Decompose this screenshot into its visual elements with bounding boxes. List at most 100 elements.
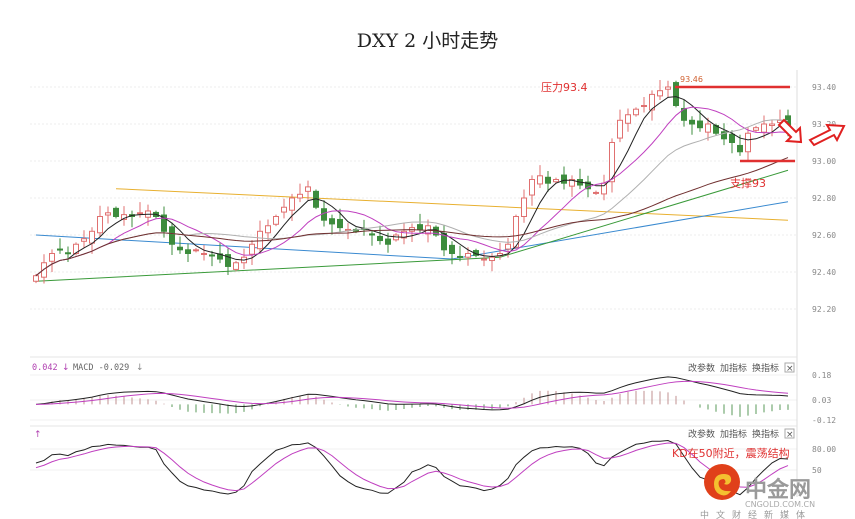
- candle: [33, 275, 39, 282]
- candle: [233, 262, 239, 270]
- macd-buttons: 改参数 加指标 换指标 ×: [688, 362, 795, 374]
- candle: [297, 193, 303, 199]
- candle: [529, 179, 535, 196]
- candle: [401, 230, 407, 239]
- candle: [593, 191, 599, 194]
- add-indicator-button[interactable]: 加指标: [720, 428, 747, 440]
- cngold-watermark: 中金网 CNGOLD.COM.CN 中文财经新媒体: [700, 464, 815, 519]
- macd-tick-label: 0.18: [812, 371, 831, 380]
- y-axis: 93.40 93.20 93.00 92.80 92.60 92.40 92.20 0.18 0…: [812, 83, 836, 475]
- candle: [753, 127, 759, 131]
- kd-annotation: KD在50附近，震荡结构: [672, 446, 790, 460]
- candle: [169, 226, 175, 245]
- candle: [569, 179, 575, 187]
- resistance-label: 压力93.4: [541, 81, 588, 94]
- candle: [513, 216, 519, 248]
- candle: [201, 253, 207, 255]
- candle: [209, 254, 215, 257]
- kd-tick-label: 80.00: [812, 445, 836, 454]
- candle: [697, 120, 703, 129]
- close-button[interactable]: [784, 362, 795, 373]
- kd-k-line: [35, 440, 789, 496]
- macd-tick-label: 0.03: [812, 396, 831, 405]
- y-tick-label: 92.20: [812, 305, 836, 314]
- candle: [761, 123, 767, 133]
- candle: [553, 179, 559, 183]
- candle: [737, 144, 743, 153]
- candle: [281, 206, 287, 213]
- candle: [113, 207, 119, 218]
- ma-line: [35, 157, 789, 277]
- candle: [489, 256, 495, 262]
- candle: [41, 262, 47, 278]
- moving-averages: [35, 96, 789, 277]
- candle: [633, 108, 639, 116]
- candle: [769, 123, 775, 126]
- arrow-up-right-icon: [808, 123, 846, 147]
- add-indicator-button[interactable]: 加指标: [720, 362, 747, 374]
- kd-panel: [35, 440, 789, 496]
- candle: [337, 218, 343, 229]
- candles: [33, 79, 791, 284]
- candle: [73, 243, 79, 254]
- candle: [585, 181, 591, 190]
- candle: [665, 86, 671, 90]
- candle: [545, 176, 551, 184]
- edit-params-button[interactable]: 改参数: [688, 362, 715, 374]
- arrow-down-right-icon: [777, 118, 803, 144]
- kd-tick-label: 50: [812, 466, 822, 475]
- candle: [417, 224, 423, 230]
- edit-params-button[interactable]: 改参数: [688, 428, 715, 440]
- high-label: 93.46: [680, 75, 703, 84]
- arrow-down-icon: ↓: [136, 363, 144, 373]
- arrow-up-icon: ↑: [34, 430, 42, 440]
- macd-tick-label: -0.12: [812, 416, 836, 425]
- y-tick-label: 92.60: [812, 231, 836, 240]
- candle: [641, 105, 647, 107]
- candle: [481, 258, 487, 261]
- swap-indicator-button[interactable]: 换指标: [752, 428, 779, 440]
- y-tick-label: 93.20: [812, 120, 836, 129]
- close-icon[interactable]: ×: [786, 364, 794, 374]
- close-icon[interactable]: ×: [786, 430, 794, 440]
- support-label: 支撑93: [730, 176, 766, 190]
- candle: [681, 107, 687, 121]
- candle: [449, 244, 455, 255]
- y-tick-label: 93.40: [812, 83, 836, 92]
- candle: [369, 233, 375, 236]
- candle: [377, 235, 383, 242]
- candle: [249, 243, 255, 255]
- candle: [57, 248, 63, 251]
- candle: [161, 214, 167, 232]
- candle: [225, 254, 231, 267]
- candle: [521, 197, 527, 217]
- candle: [257, 230, 263, 250]
- chart-title: DXY 2 小时走势: [356, 30, 499, 52]
- candle: [657, 90, 663, 97]
- candle: [609, 142, 615, 183]
- candle: [97, 216, 103, 234]
- long-ma-line: [115, 188, 789, 221]
- swap-indicator-button[interactable]: 换指标: [752, 362, 779, 374]
- candle: [689, 119, 695, 125]
- close-button[interactable]: [784, 428, 795, 439]
- candle: [729, 133, 735, 144]
- candle: [65, 252, 71, 255]
- macd-dea-line: [35, 380, 789, 409]
- ma-line: [35, 106, 789, 277]
- candle: [721, 131, 727, 140]
- candle: [561, 174, 567, 184]
- y-tick-label: 92.40: [812, 268, 836, 277]
- watermark-brand: 中金网: [745, 477, 811, 503]
- candle: [265, 225, 271, 234]
- arrow-down-icon: ↓: [62, 363, 70, 373]
- candle: [185, 249, 191, 255]
- candle: [329, 218, 335, 225]
- candle: [505, 243, 511, 250]
- candle: [49, 253, 55, 262]
- candle: [465, 253, 471, 258]
- candle: [673, 82, 679, 106]
- candle: [617, 119, 623, 139]
- ma-line: [35, 96, 789, 277]
- candle: [305, 186, 311, 192]
